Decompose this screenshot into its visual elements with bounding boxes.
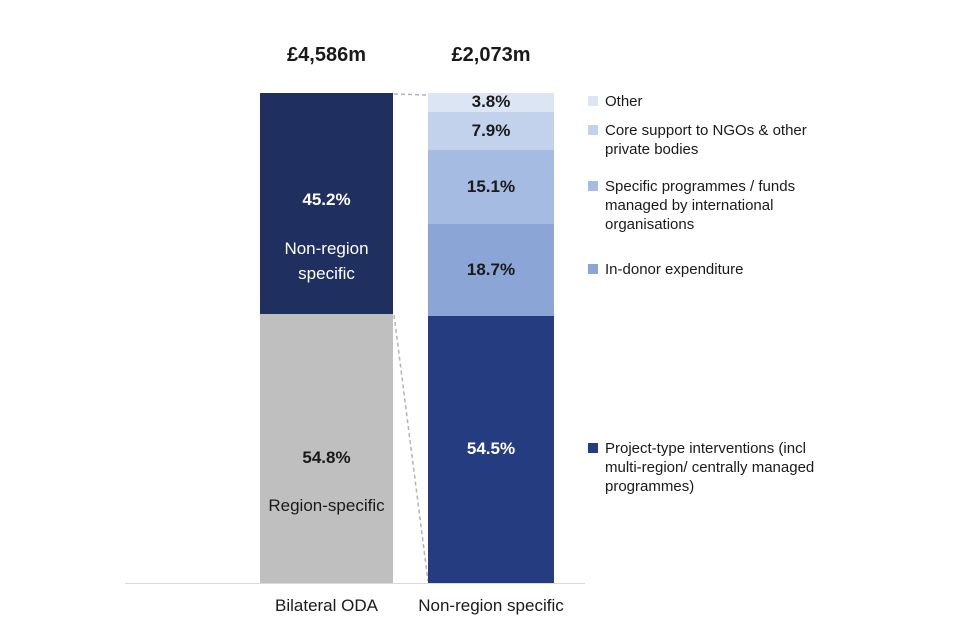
stacked-bar-2: 3.8% 7.9% 15.1% 18.7% 54.5%	[428, 91, 554, 583]
legend-swatch-icon	[588, 124, 598, 135]
legend-label: Project-type interventions (incl multi-r…	[605, 440, 815, 496]
legend-label: Specific programmes / funds managed by i…	[605, 178, 796, 234]
segment-percent-label: 54.5%	[466, 439, 516, 459]
legend-swatch-icon	[588, 181, 598, 192]
legend-swatch-icon	[588, 264, 598, 275]
legend-item: In-donor expenditure	[588, 260, 823, 279]
bar-total-label: £4,586m	[287, 44, 366, 66]
bar-segment: 54.8% Region-specific	[260, 314, 393, 583]
bar-segment: 54.5%	[428, 315, 554, 583]
bar-segment: 15.1%	[428, 150, 554, 225]
legend-label: Core support to NGOs & other private bod…	[605, 121, 807, 158]
legend-item: Core support to NGOs & other private bod…	[588, 121, 823, 159]
segment-percent-label: 3.8%	[471, 91, 511, 111]
legend-label: Other	[605, 93, 643, 111]
segment-percent-label: 54.8%	[302, 447, 351, 467]
stacked-bar-1: 45.2% Non-region specific 54.8% Region-spec…	[260, 93, 393, 583]
legend-swatch-icon	[588, 96, 598, 107]
legend-item: Specific programmes / funds managed by i…	[588, 177, 823, 234]
segment-sublabel: Region-specific	[268, 496, 385, 516]
bar-segment: 45.2% Non-region specific	[260, 93, 393, 315]
segment-percent-label: 7.9%	[471, 120, 511, 140]
legend-swatch-icon	[588, 443, 598, 454]
segment-sublabel: Non-region specific	[284, 238, 369, 284]
segment-percent-label: 18.7%	[466, 259, 516, 279]
bar-total-label: £2,073m	[451, 44, 531, 66]
segment-percent-label: 15.1%	[466, 176, 516, 196]
bar-segment: 7.9%	[428, 111, 554, 151]
segment-percent-label: 45.2%	[302, 189, 351, 209]
bar-axis-label: Bilateral ODA	[275, 596, 378, 615]
bar-axis-label: Non-region specific	[418, 596, 564, 615]
legend-label: In-donor expenditure	[605, 261, 744, 279]
bar-segment: 18.7%	[428, 224, 554, 316]
legend-item: Project-type interventions (incl multi-r…	[588, 439, 823, 496]
x-axis-line	[125, 583, 585, 584]
bar-segment: 3.8%	[428, 91, 554, 112]
legend-item: Other	[588, 92, 823, 111]
